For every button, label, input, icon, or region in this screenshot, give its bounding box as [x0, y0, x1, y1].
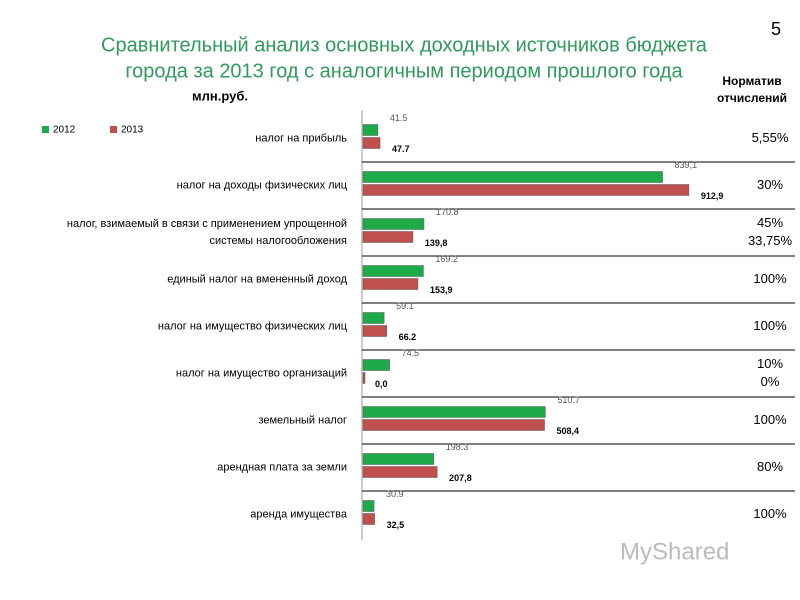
value-label: 508,4: [556, 426, 579, 436]
bar: [362, 137, 381, 149]
value-label: 66.2: [399, 332, 417, 342]
legend-swatch: [42, 126, 49, 133]
bar: [362, 278, 419, 290]
norm-value: 0%: [761, 374, 780, 389]
category-label: арендная плата за земли: [217, 461, 347, 473]
value-label: 198.3: [446, 442, 469, 452]
norm-value: 100%: [753, 506, 787, 521]
category-label: налог на доходы физических лиц: [177, 179, 348, 191]
norm-value: 5,55%: [752, 130, 789, 145]
value-label: 510.7: [557, 395, 580, 405]
category-label: налог, взимаемый в связи с применением у…: [67, 218, 347, 230]
watermark: MyShared: [620, 538, 729, 565]
bar: [362, 372, 366, 384]
bar: [362, 218, 425, 230]
category-label: налог на прибыль: [255, 132, 347, 144]
bar: [362, 184, 690, 196]
bar: [362, 124, 379, 136]
bar: [362, 231, 414, 243]
bar: [362, 265, 424, 277]
page-number: 5: [771, 19, 781, 39]
bar: [362, 500, 375, 512]
category-label: системы налогообложения: [209, 235, 347, 247]
value-label: 0,0: [375, 379, 388, 389]
value-label: 41.5: [390, 113, 408, 123]
value-label: 169.2: [435, 254, 458, 264]
value-label: 139,8: [425, 238, 448, 248]
legend-label: 2013: [121, 125, 144, 136]
bar: [362, 359, 390, 371]
bar: [362, 406, 546, 418]
category-label: единый налог на вмененный доход: [167, 273, 347, 285]
value-label: 74.5: [402, 348, 420, 358]
unit-label: млн.руб.: [192, 88, 248, 103]
legend-swatch: [110, 126, 117, 133]
bar: [362, 453, 435, 465]
bar: [362, 466, 438, 478]
value-label: 839,1: [675, 160, 698, 170]
norm-value: 10%: [757, 356, 783, 371]
bar: [362, 419, 545, 431]
legend-label: 2012: [53, 125, 76, 136]
value-label: 170.8: [436, 207, 459, 217]
norm-value: 30%: [757, 177, 783, 192]
bar: [362, 312, 385, 324]
value-label: 59.1: [396, 301, 414, 311]
category-label: налог на имущество физических лиц: [158, 320, 348, 332]
norm-value: 33,75%: [748, 233, 793, 248]
norm-value: 80%: [757, 459, 783, 474]
norm-value: 100%: [753, 318, 787, 333]
value-label: 30.9: [386, 489, 404, 499]
norm-header: Норматив: [722, 74, 781, 88]
norm-value: 100%: [753, 412, 787, 427]
title-line: города за 2013 год с аналогичным периодо…: [125, 60, 683, 82]
value-label: 207,8: [449, 473, 472, 483]
category-label: земельный налог: [258, 414, 347, 426]
category-label: налог на имущество организаций: [176, 367, 347, 379]
value-label: 153,9: [430, 285, 453, 295]
value-label: 32,5: [387, 520, 405, 530]
value-label: 912,9: [701, 191, 724, 201]
bar: [362, 325, 387, 337]
bar: [362, 513, 375, 525]
norm-value: 45%: [757, 215, 783, 230]
bar: [362, 171, 663, 183]
norm-value: 100%: [753, 271, 787, 286]
value-label: 47.7: [392, 144, 410, 154]
category-label: аренда имущества: [250, 508, 348, 520]
title-line: Сравнительный анализ основных доходных и…: [101, 34, 708, 56]
norm-header: отчислений: [717, 91, 787, 105]
